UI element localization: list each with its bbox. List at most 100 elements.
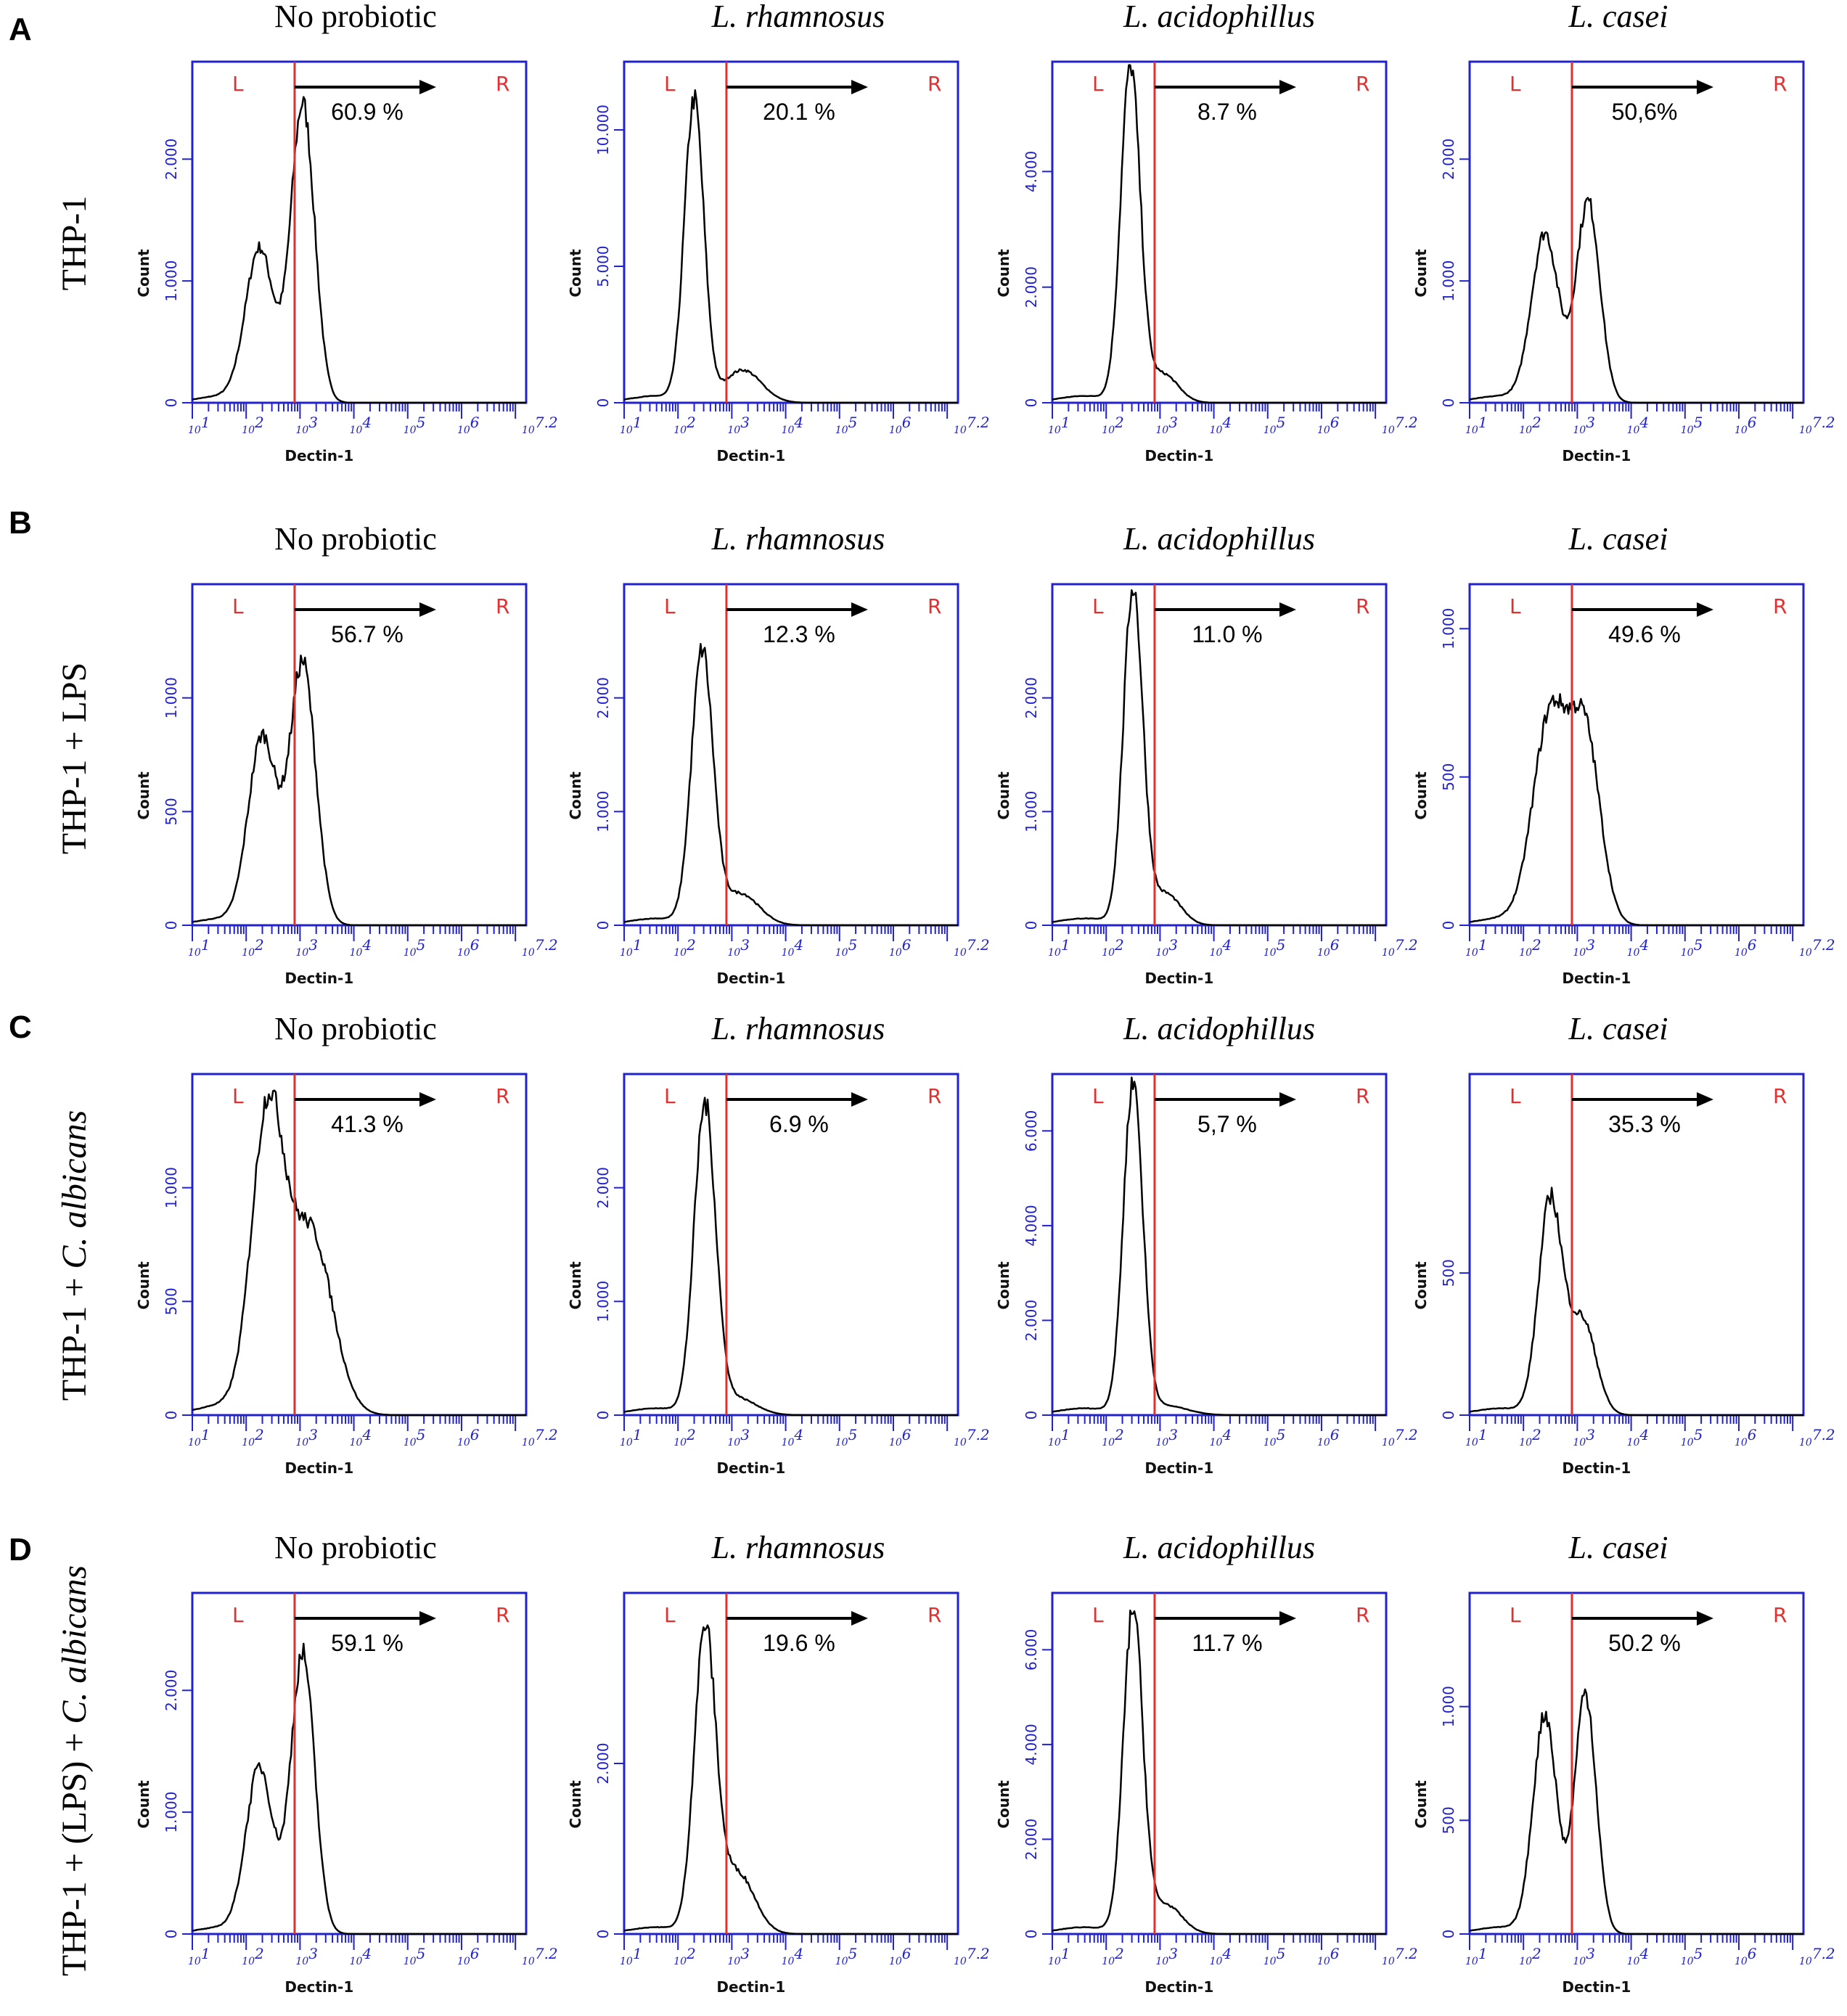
x-tick-label: 103 bbox=[1155, 1945, 1178, 1967]
percent-label: 35.3 % bbox=[1608, 1111, 1681, 1137]
y-tick-label: 500 bbox=[163, 798, 180, 825]
x-tick-label: 103 bbox=[727, 936, 750, 959]
gate-right-label: R bbox=[496, 72, 509, 96]
arrow-head bbox=[851, 80, 868, 94]
y-tick-label: 4.000 bbox=[1023, 1205, 1040, 1246]
arrow-head bbox=[1279, 1611, 1296, 1626]
histogram-B-2: L. rhamnosus 0 1.000 2.000 Count 101 102 103 104… bbox=[567, 521, 990, 987]
arrow-head bbox=[419, 602, 436, 617]
gate-right-label: R bbox=[927, 1603, 941, 1627]
gate-left-label: L bbox=[1092, 1603, 1104, 1627]
x-tick-label: 101 bbox=[1465, 1945, 1488, 1967]
percent-label: 11.7 % bbox=[1192, 1630, 1262, 1656]
y-tick-label: 1.000 bbox=[1023, 791, 1040, 832]
y-axis-title: Count bbox=[1412, 249, 1430, 298]
x-tick-label: 102 bbox=[1102, 1945, 1124, 1967]
column-title: L. rhamnosus bbox=[711, 0, 885, 34]
histogram-curve bbox=[1469, 197, 1803, 404]
panel-letter-B: B bbox=[9, 505, 32, 541]
x-axis-title: Dectin-1 bbox=[284, 1459, 353, 1477]
y-axis-title: Count bbox=[1412, 1261, 1430, 1310]
x-tick-label: 104 bbox=[782, 1945, 804, 1967]
x-tick-label: 103 bbox=[727, 1945, 750, 1967]
row-label-A: THP-1 bbox=[55, 196, 94, 291]
y-tick-label: 1.000 bbox=[594, 791, 612, 832]
y-tick-label: 6.000 bbox=[1023, 1110, 1040, 1152]
percent-label: 60.9 % bbox=[331, 99, 404, 125]
x-tick-label: 103 bbox=[295, 1945, 318, 1967]
x-tick-label: 104 bbox=[1627, 936, 1650, 959]
x-tick-label: 104 bbox=[350, 936, 372, 959]
histogram-curve bbox=[623, 1624, 958, 1935]
arrow-head bbox=[1279, 1092, 1296, 1107]
gate-right-label: R bbox=[1773, 72, 1787, 96]
column-title: No probiotic bbox=[274, 1011, 437, 1046]
y-tick-label: 2.000 bbox=[1440, 139, 1457, 180]
histogram-curve bbox=[192, 654, 526, 927]
y-tick-label: 1.000 bbox=[1440, 261, 1457, 302]
percent-label: 20.1 % bbox=[763, 99, 835, 125]
y-tick-label: 6.000 bbox=[1023, 1629, 1040, 1671]
x-tick-label: 104 bbox=[1627, 414, 1650, 436]
percent-label: 12.3 % bbox=[763, 621, 835, 647]
arrow-head bbox=[1279, 80, 1296, 94]
y-tick-label: 500 bbox=[1440, 1806, 1457, 1834]
gate-right-label: R bbox=[1773, 1603, 1787, 1627]
y-tick-label: 500 bbox=[1440, 763, 1457, 791]
percent-label: 41.3 % bbox=[331, 1111, 404, 1137]
x-tick-label: 101 bbox=[1465, 1426, 1488, 1449]
x-tick-label: 101 bbox=[620, 1426, 642, 1449]
x-tick-label: 104 bbox=[350, 414, 372, 436]
y-tick-label: 0 bbox=[594, 398, 612, 408]
gate-right-label: R bbox=[1356, 72, 1369, 96]
y-tick-label: 1.000 bbox=[163, 1167, 180, 1208]
x-axis-title: Dectin-1 bbox=[1144, 447, 1213, 464]
arrow-head bbox=[851, 602, 868, 617]
x-tick-label: 103 bbox=[1573, 936, 1595, 959]
histogram-curve bbox=[192, 1089, 526, 1417]
x-axis-title: Dectin-1 bbox=[1144, 1459, 1213, 1477]
histogram-B-1: No probiotic 0 500 1.000 Count 101 102 103 104 10… bbox=[135, 521, 558, 987]
histogram-B-4: L. casei 0 500 1.000 Count 101 102 103 104 105 106… bbox=[1412, 521, 1835, 987]
y-axis-title: Count bbox=[1412, 771, 1430, 820]
x-axis-title: Dectin-1 bbox=[1562, 970, 1631, 987]
x-tick-label: 104 bbox=[1210, 1426, 1232, 1449]
y-axis-title: Count bbox=[995, 1261, 1012, 1310]
x-tick-label: 104 bbox=[1627, 1945, 1650, 1967]
histogram-B-3: L. acidophillus 0 1.000 2.000 Count 101 102 103… bbox=[995, 521, 1418, 987]
y-tick-label: 0 bbox=[1023, 921, 1040, 930]
histogram-C-1: No probiotic 0 500 1.000 Count 101 102 103 104 10… bbox=[135, 1011, 558, 1477]
x-axis-title: Dectin-1 bbox=[716, 1978, 785, 1996]
x-tick-label: 107.2 bbox=[1799, 1426, 1835, 1449]
x-tick-label: 107.2 bbox=[1799, 1945, 1835, 1967]
x-tick-label: 105 bbox=[1681, 1945, 1703, 1967]
x-tick-label: 102 bbox=[673, 936, 696, 959]
x-tick-label: 103 bbox=[1573, 1945, 1595, 1967]
percent-label: 11.0 % bbox=[1192, 621, 1262, 647]
x-axis-title: Dectin-1 bbox=[284, 1978, 353, 1996]
x-axis-title: Dectin-1 bbox=[1562, 1459, 1631, 1477]
x-tick-label: 107.2 bbox=[954, 414, 990, 436]
y-tick-label: 2.000 bbox=[1023, 1300, 1040, 1341]
x-axis-title: Dectin-1 bbox=[716, 447, 785, 464]
histogram-A-3: L. acidophillus 0 2.000 4.000 Count 101 102 103… bbox=[995, 0, 1418, 464]
y-tick-label: 2.000 bbox=[163, 1670, 180, 1711]
x-tick-label: 103 bbox=[295, 414, 318, 436]
panel-letter-D: D bbox=[9, 1532, 32, 1568]
arrow-head bbox=[851, 1092, 868, 1107]
y-tick-label: 4.000 bbox=[1023, 1724, 1040, 1765]
gate-right-label: R bbox=[1356, 594, 1369, 618]
column-title: L. casei bbox=[1568, 1530, 1668, 1565]
x-tick-label: 105 bbox=[1264, 414, 1286, 436]
column-title: L. casei bbox=[1568, 0, 1668, 34]
x-tick-label: 101 bbox=[620, 936, 642, 959]
x-tick-label: 103 bbox=[1155, 936, 1178, 959]
y-tick-label: 1.000 bbox=[1440, 608, 1457, 650]
arrow-head bbox=[419, 1092, 436, 1107]
histogram-curve bbox=[1469, 1187, 1803, 1417]
histogram-curve bbox=[623, 1097, 958, 1417]
histogram-curve bbox=[1052, 64, 1386, 404]
percent-label: 6.9 % bbox=[769, 1111, 829, 1137]
column-title: L. acidophillus bbox=[1123, 1530, 1315, 1565]
row-label-C: THP-1 + C. albicans bbox=[55, 1110, 94, 1401]
